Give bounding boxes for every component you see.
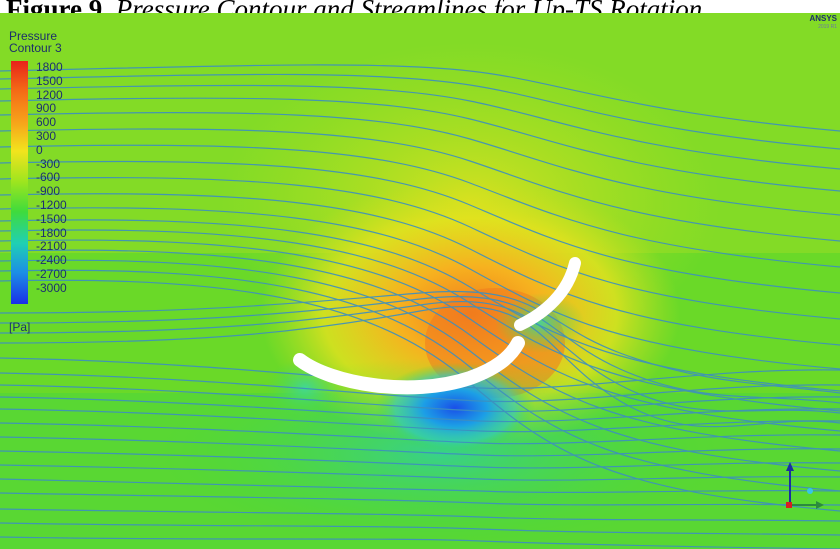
- streamline: [0, 64, 840, 132]
- legend-tick: -600: [36, 170, 61, 185]
- streamline: [0, 207, 840, 370]
- streamline: [0, 128, 840, 242]
- legend-tick: -3000: [36, 280, 67, 295]
- streamline: [0, 508, 840, 522]
- streamline: [0, 372, 840, 403]
- streamline: [0, 450, 840, 469]
- brand-name: ANSYS: [809, 14, 837, 23]
- streamline: [0, 144, 840, 268]
- streamline: [0, 522, 840, 536]
- pressure-contour-plot: [0, 13, 840, 549]
- legend-tick: -1500: [36, 211, 67, 226]
- streamline: [0, 111, 840, 216]
- legend-tick: 0: [36, 142, 43, 157]
- legend-colorbar: [11, 61, 28, 304]
- streamline: [0, 160, 840, 294]
- legend-tick: 1200: [36, 87, 63, 102]
- streamline: [0, 492, 840, 506]
- streamline: [0, 384, 840, 413]
- streamline: [0, 464, 840, 481]
- streamline: [0, 97, 840, 192]
- streamline: [0, 269, 840, 492]
- streamline: [0, 259, 840, 472]
- legend-tick: -1200: [36, 198, 67, 212]
- legend-tick: -2700: [36, 267, 67, 281]
- legend-tick: -2400: [36, 253, 67, 268]
- streamline: [0, 357, 840, 390]
- streamline: [0, 84, 840, 170]
- legend-tick: 300: [36, 129, 57, 143]
- upper-blade: [514, 257, 581, 331]
- streamline: [0, 422, 840, 445]
- lower-blade: [293, 336, 525, 395]
- legend-title-variable: Pressure: [9, 29, 58, 43]
- streamline: [0, 408, 840, 433]
- ansys-logo: ANSYS 2019 R1: [809, 15, 837, 31]
- axis-triad: [786, 462, 824, 509]
- streamline: [0, 73, 840, 150]
- streamline: [0, 436, 840, 457]
- streamline: [0, 229, 840, 412]
- streamline: [0, 536, 840, 549]
- legend-tick: 900: [36, 101, 57, 116]
- legend-tick: 600: [36, 115, 57, 130]
- streamline: [0, 306, 840, 428]
- legend-tick: -300: [36, 156, 61, 171]
- streamline: [0, 176, 840, 320]
- legend-tick: -900: [36, 184, 61, 199]
- streamline: [0, 396, 840, 423]
- legend-tick: 1800: [36, 60, 63, 74]
- streamline: [0, 239, 840, 432]
- streamline: [0, 300, 840, 414]
- legend-title-contour: Contour 3: [9, 41, 62, 55]
- legend-tick: -2100: [36, 239, 67, 254]
- streamline: [0, 193, 840, 346]
- legend-units: [Pa]: [9, 320, 31, 334]
- streamline: [0, 295, 840, 404]
- streamline: [0, 290, 840, 394]
- brand-version: 2019 R1: [818, 24, 837, 30]
- streamlines: [0, 64, 840, 549]
- legend-tick: 1500: [36, 73, 63, 88]
- legend-tick: -1800: [36, 225, 67, 240]
- cfd-viewport[interactable]: Pressure Contour 3 1800 1500 1200 900 600 300…: [0, 13, 840, 549]
